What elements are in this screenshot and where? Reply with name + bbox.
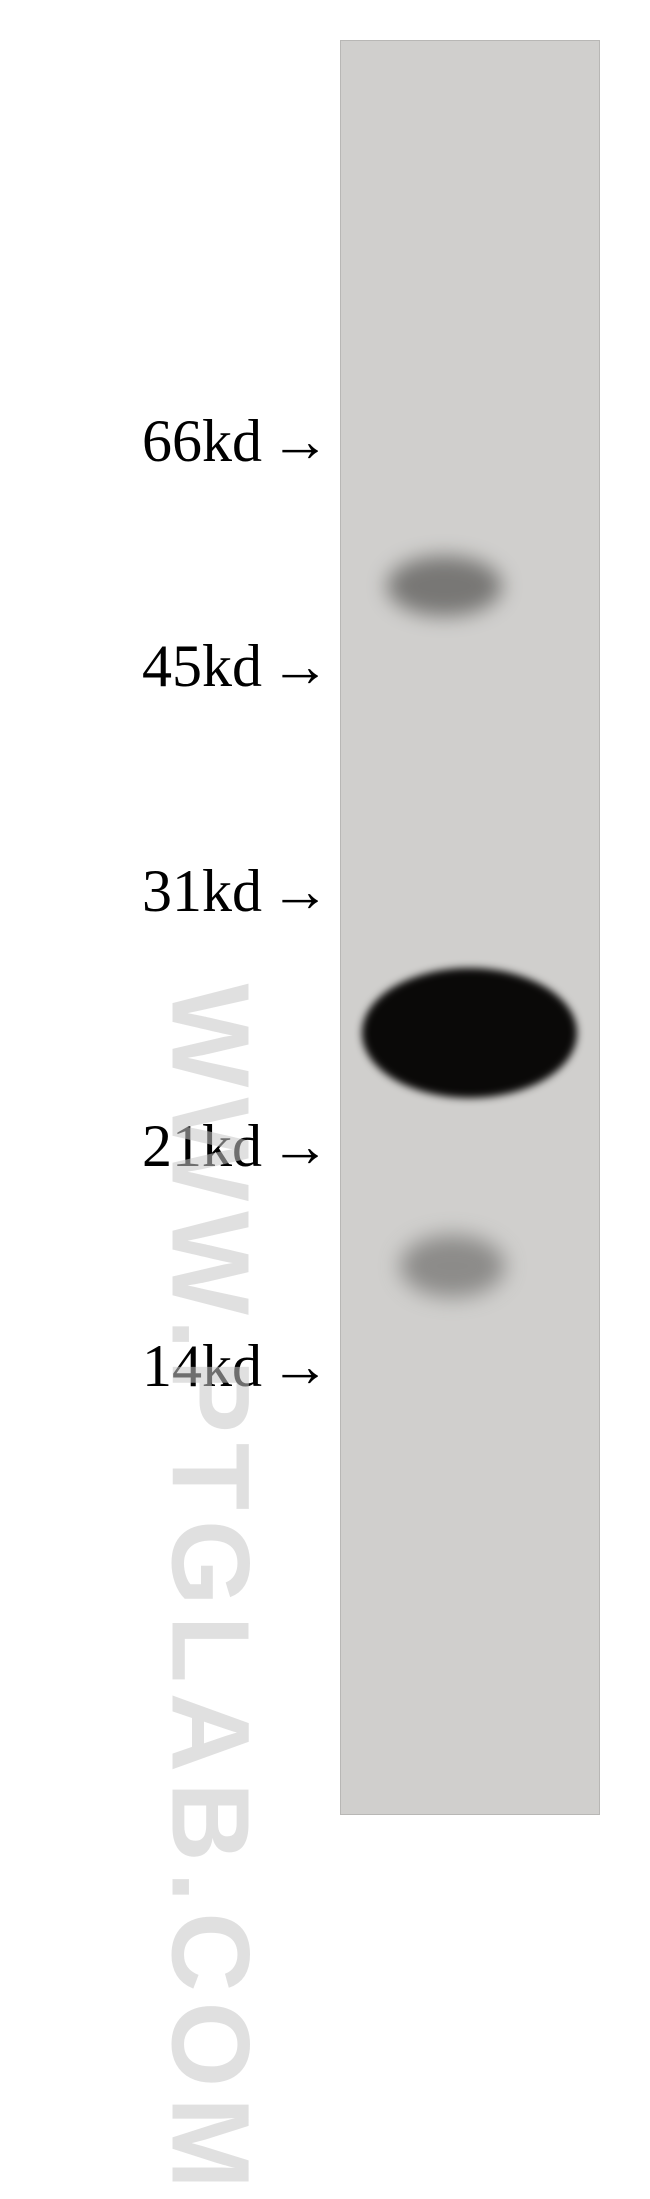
arrow-icon: → bbox=[270, 1332, 330, 1401]
band-lower-faint bbox=[400, 1235, 505, 1297]
gel-lane bbox=[340, 40, 600, 1815]
marker-31kd: 31kd→ bbox=[20, 857, 330, 926]
arrow-icon: → bbox=[270, 857, 330, 926]
band-upper-faint bbox=[387, 556, 502, 616]
marker-label-text: 21kd bbox=[142, 1113, 262, 1179]
marker-label-text: 45kd bbox=[142, 633, 262, 699]
marker-14kd: 14kd→ bbox=[20, 1332, 330, 1401]
marker-label-text: 66kd bbox=[142, 408, 262, 474]
arrow-icon: → bbox=[270, 407, 330, 476]
arrow-icon: → bbox=[270, 1112, 330, 1181]
marker-21kd: 21kd→ bbox=[20, 1112, 330, 1181]
marker-66kd: 66kd→ bbox=[20, 407, 330, 476]
western-blot-image: 66kd→ 45kd→ 31kd→ 21kd→ 14kd→ WWW.PTGLAB… bbox=[0, 0, 650, 1855]
band-main bbox=[362, 968, 577, 1098]
marker-45kd: 45kd→ bbox=[20, 632, 330, 701]
marker-label-text: 14kd bbox=[142, 1333, 262, 1399]
marker-label-text: 31kd bbox=[142, 858, 262, 924]
arrow-icon: → bbox=[270, 632, 330, 701]
